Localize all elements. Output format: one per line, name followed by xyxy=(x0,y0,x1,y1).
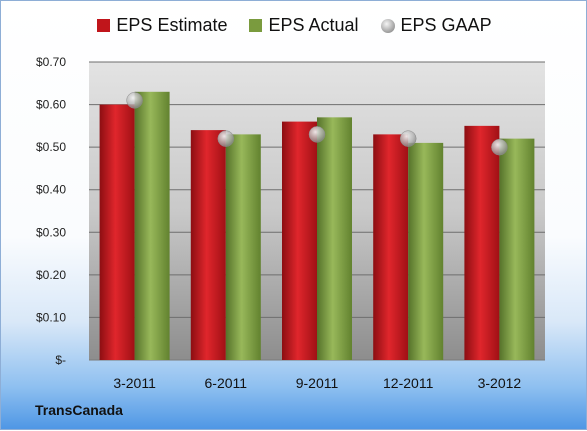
legend-label-estimate: EPS Estimate xyxy=(116,15,228,35)
y-tick-label: $0.60 xyxy=(36,98,66,112)
company-name: TransCanada xyxy=(35,402,123,418)
marker-eps-gaap xyxy=(308,126,326,143)
bar-eps-estimate xyxy=(464,125,500,360)
x-tick-label: 3-2011 xyxy=(113,375,156,391)
bar-eps-actual xyxy=(499,138,535,360)
y-tick-label: $0.20 xyxy=(36,268,66,282)
y-tick-label: $0.10 xyxy=(36,310,66,324)
y-tick-label: $- xyxy=(55,353,66,367)
legend-swatch-gaap xyxy=(380,18,395,33)
legend-label-actual: EPS Actual xyxy=(268,15,359,35)
x-tick-label: 12-2011 xyxy=(383,375,434,391)
legend-item-gaap: EPS GAAP xyxy=(380,15,492,36)
marker-eps-gaap xyxy=(217,130,235,147)
bar-eps-estimate xyxy=(282,121,317,360)
marker-eps-gaap xyxy=(491,138,508,156)
legend-item-actual: EPS Actual xyxy=(249,15,359,36)
x-tick-label: 6-2011 xyxy=(205,375,248,391)
bar-eps-actual xyxy=(225,134,261,360)
y-tick-label: $0.70 xyxy=(36,55,66,69)
x-tick-label: 9-2011 xyxy=(296,375,339,391)
legend: EPS Estimate EPS Actual EPS GAAP xyxy=(1,15,587,36)
y-tick-label: $0.50 xyxy=(36,140,66,154)
legend-swatch-actual xyxy=(249,19,263,32)
bar-eps-estimate xyxy=(99,104,135,360)
bar-eps-estimate xyxy=(190,130,226,360)
y-tick-label: $0.30 xyxy=(36,225,66,239)
legend-swatch-estimate xyxy=(97,19,111,32)
marker-eps-gaap xyxy=(126,92,143,109)
y-tick-label: $0.40 xyxy=(36,183,66,197)
legend-item-estimate: EPS Estimate xyxy=(97,15,227,36)
bar-eps-estimate xyxy=(373,134,409,360)
bar-eps-actual xyxy=(134,91,170,361)
bar-eps-actual xyxy=(317,117,352,360)
legend-label-gaap: EPS GAAP xyxy=(400,15,492,35)
marker-eps-gaap xyxy=(399,130,417,147)
x-tick-label: 3-2012 xyxy=(478,375,522,391)
bar-eps-actual xyxy=(408,142,444,360)
